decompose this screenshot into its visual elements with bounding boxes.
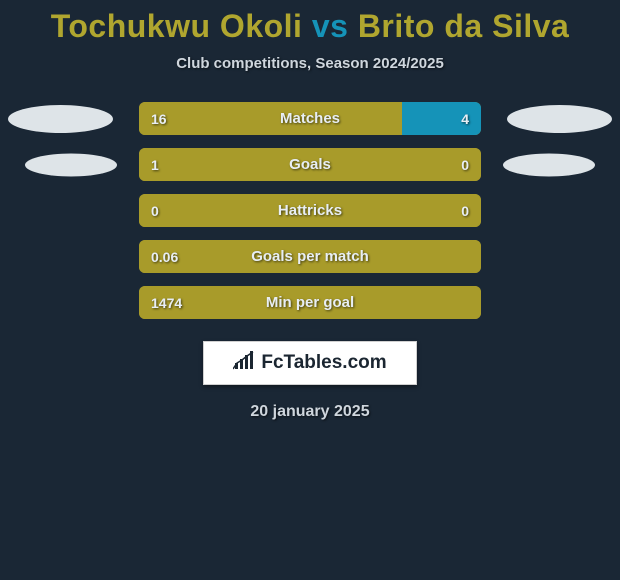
bar-fill-left (139, 148, 481, 181)
stat-row: 164Matches (0, 102, 620, 135)
decor-ellipse-left (8, 105, 113, 133)
bar-fill-right (402, 102, 481, 135)
stat-bar: 0.06Goals per match (139, 240, 481, 273)
stat-row: 00Hattricks (0, 194, 620, 227)
snapshot-date: 20 january 2025 (0, 403, 620, 421)
decor-ellipse-right (503, 153, 595, 176)
stat-bar: 10Goals (139, 148, 481, 181)
stat-bar: 1474Min per goal (139, 286, 481, 319)
page-title: Tochukwu Okoli vs Brito da Silva (0, 0, 620, 45)
logo-text: FcTables.com (261, 352, 386, 374)
chart-icon (233, 351, 255, 376)
stat-row: 10Goals (0, 148, 620, 181)
bar-fill-left (139, 286, 481, 319)
stat-row: 0.06Goals per match (0, 240, 620, 273)
stat-bar: 164Matches (139, 102, 481, 135)
bar-fill-left (139, 102, 402, 135)
comparison-card: Tochukwu Okoli vs Brito da Silva Club co… (0, 0, 620, 580)
player1-name: Tochukwu Okoli (51, 8, 303, 44)
player2-name: Brito da Silva (358, 8, 570, 44)
stat-row: 1474Min per goal (0, 286, 620, 319)
source-logo: FcTables.com (203, 341, 417, 385)
bar-fill-left (139, 194, 481, 227)
bar-fill-left (139, 240, 481, 273)
stat-rows: 164Matches 10Goals 00Hattricks 0.06Goals pe… (0, 102, 620, 319)
vs-separator: vs (312, 8, 349, 44)
decor-ellipse-right (507, 105, 612, 133)
subtitle: Club competitions, Season 2024/2025 (0, 55, 620, 72)
decor-ellipse-left (25, 153, 117, 176)
stat-bar: 00Hattricks (139, 194, 481, 227)
